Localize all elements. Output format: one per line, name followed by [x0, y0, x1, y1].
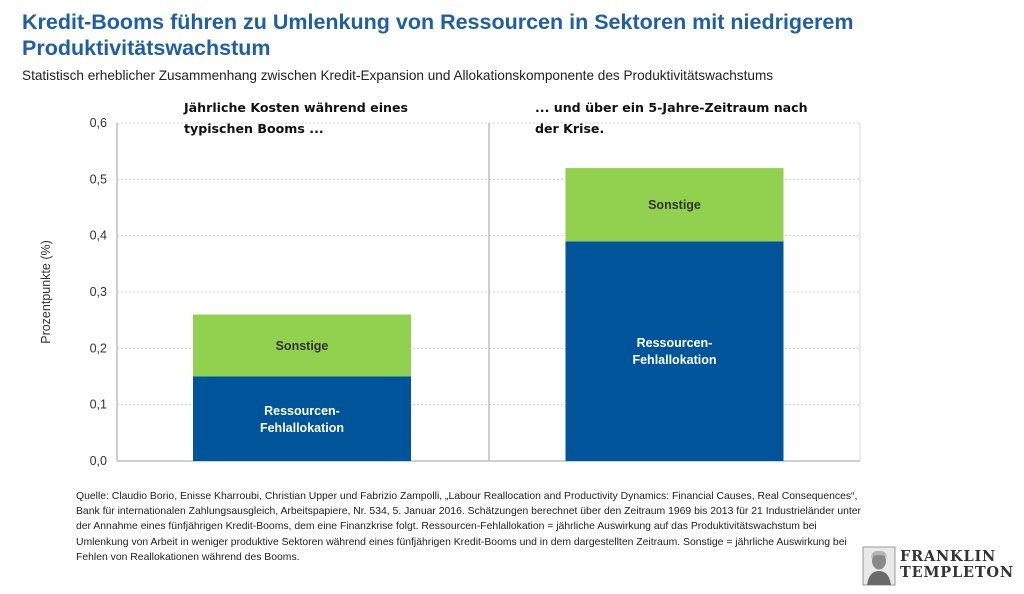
- bar-segment: [193, 376, 411, 461]
- bar-segment-label: Fehlallokation: [632, 353, 716, 367]
- y-tick-label: 0,1: [90, 398, 107, 412]
- page-title: Kredit-Booms führen zu Umlenkung von Res…: [22, 10, 854, 60]
- y-tick-label: 0,3: [90, 285, 107, 299]
- bar-segment: [565, 241, 784, 461]
- y-axis-label: Prozentpunkte (%): [39, 240, 53, 344]
- bar-segment: [565, 168, 784, 242]
- bar-segment-label: Fehlallokation: [260, 421, 344, 435]
- y-tick-label: 0,2: [90, 341, 107, 355]
- bar-segment-label: Ressourcen-: [637, 336, 713, 350]
- logo-line-1: FRANKLIN: [900, 548, 997, 565]
- y-tick-label: 0,4: [90, 229, 107, 243]
- franklin-templeton-logo: FRANKLIN TEMPLETON: [862, 546, 1022, 586]
- bar-segment-label: Sonstige: [648, 198, 701, 212]
- bar-segment-label: Sonstige: [276, 339, 329, 353]
- page-subtitle: Statistisch erheblicher Zusammenhang zwi…: [22, 68, 774, 83]
- bar-segment-label: Ressourcen-: [264, 404, 340, 418]
- y-tick-label: 0,0: [90, 454, 107, 468]
- logo-line-2: TEMPLETON: [900, 564, 1014, 581]
- bar-segment: [193, 314, 411, 377]
- source-footnote: Quelle: Claudio Borio, Enisse Kharroubi,…: [76, 491, 862, 563]
- panel-title-right: ... und über ein 5-Jahre-Zeitraum nach d…: [535, 100, 808, 136]
- franklin-portrait-icon: [862, 546, 896, 586]
- y-tick-label: 0,6: [90, 116, 107, 130]
- y-tick-label: 0,5: [90, 172, 107, 186]
- panel-title-left: Jährliche Kosten während eines typischen…: [184, 100, 409, 136]
